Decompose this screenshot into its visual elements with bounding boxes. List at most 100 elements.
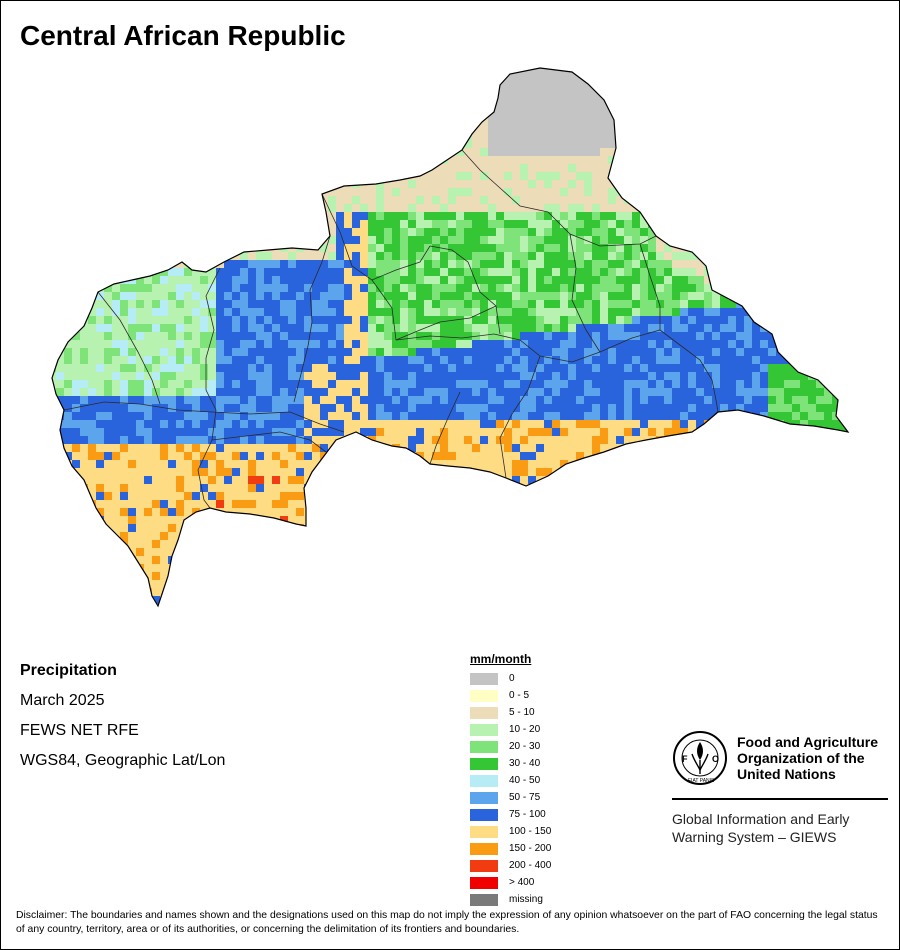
raster-cell bbox=[808, 340, 816, 348]
raster-cell bbox=[200, 156, 208, 164]
raster-cell bbox=[64, 284, 72, 292]
raster-cell bbox=[56, 324, 64, 332]
raster-cell bbox=[72, 396, 80, 404]
raster-cell bbox=[264, 260, 272, 268]
raster-cell bbox=[368, 292, 376, 300]
raster-cell bbox=[768, 76, 776, 84]
raster-cell bbox=[648, 396, 656, 404]
raster-cell bbox=[824, 324, 832, 332]
raster-cell bbox=[736, 180, 744, 188]
raster-cell bbox=[608, 100, 616, 108]
raster-cell bbox=[520, 276, 528, 284]
raster-cell bbox=[824, 100, 832, 108]
raster-cell bbox=[152, 108, 160, 116]
raster-cell bbox=[392, 228, 400, 236]
raster-cell bbox=[176, 228, 184, 236]
raster-cell bbox=[784, 196, 792, 204]
raster-cell bbox=[448, 124, 456, 132]
raster-cell bbox=[664, 388, 672, 396]
raster-cell bbox=[800, 60, 808, 68]
raster-cell bbox=[528, 396, 536, 404]
raster-cell bbox=[328, 300, 336, 308]
raster-cell bbox=[528, 108, 536, 116]
raster-cell bbox=[312, 324, 320, 332]
raster-cell bbox=[832, 84, 840, 92]
raster-cell bbox=[192, 228, 200, 236]
raster-cell bbox=[688, 148, 696, 156]
raster-cell bbox=[504, 436, 512, 444]
raster-cell bbox=[768, 236, 776, 244]
raster-cell bbox=[352, 196, 360, 204]
raster-cell bbox=[704, 348, 712, 356]
raster-cell bbox=[280, 268, 288, 276]
raster-cell bbox=[752, 180, 760, 188]
raster-cell bbox=[768, 204, 776, 212]
raster-cell bbox=[368, 196, 376, 204]
raster-cell bbox=[136, 300, 144, 308]
raster-cell bbox=[72, 204, 80, 212]
raster-cell bbox=[224, 356, 232, 364]
raster-cell bbox=[96, 316, 104, 324]
raster-cell bbox=[328, 68, 336, 76]
raster-cell bbox=[344, 428, 352, 436]
raster-cell bbox=[536, 332, 544, 340]
raster-cell bbox=[744, 180, 752, 188]
raster-cell bbox=[696, 180, 704, 188]
raster-cell bbox=[688, 212, 696, 220]
raster-cell bbox=[624, 228, 632, 236]
raster-cell bbox=[400, 188, 408, 196]
raster-cell bbox=[80, 164, 88, 172]
raster-cell bbox=[672, 196, 680, 204]
raster-cell bbox=[480, 124, 488, 132]
raster-cell bbox=[64, 228, 72, 236]
raster-cell bbox=[112, 340, 120, 348]
raster-cell bbox=[240, 372, 248, 380]
raster-cell bbox=[720, 252, 728, 260]
raster-cell bbox=[40, 172, 48, 180]
raster-cell bbox=[224, 188, 232, 196]
raster-cell bbox=[200, 252, 208, 260]
raster-cell bbox=[440, 100, 448, 108]
raster-cell bbox=[616, 244, 624, 252]
raster-cell bbox=[632, 244, 640, 252]
raster-cell bbox=[320, 68, 328, 76]
raster-cell bbox=[600, 332, 608, 340]
raster-cell bbox=[616, 276, 624, 284]
raster-cell bbox=[552, 60, 560, 68]
raster-cell bbox=[152, 92, 160, 100]
raster-cell bbox=[840, 116, 848, 124]
raster-cell bbox=[848, 108, 856, 116]
raster-cell bbox=[632, 356, 640, 364]
raster-cell bbox=[856, 396, 864, 404]
raster-cell bbox=[680, 164, 688, 172]
raster-cell bbox=[680, 348, 688, 356]
raster-cell bbox=[520, 284, 528, 292]
raster-cell bbox=[152, 164, 160, 172]
raster-cell bbox=[584, 148, 592, 156]
raster-cell bbox=[184, 348, 192, 356]
raster-cell bbox=[176, 148, 184, 156]
raster-cell bbox=[336, 444, 344, 452]
raster-cell bbox=[296, 364, 304, 372]
raster-cell bbox=[400, 116, 408, 124]
raster-cell bbox=[144, 404, 152, 412]
raster-cell bbox=[672, 404, 680, 412]
raster-cell bbox=[440, 324, 448, 332]
raster-cell bbox=[80, 108, 88, 116]
raster-cell bbox=[744, 332, 752, 340]
raster-cell bbox=[232, 108, 240, 116]
raster-cell bbox=[712, 380, 720, 388]
raster-cell bbox=[216, 140, 224, 148]
raster-cell bbox=[696, 204, 704, 212]
raster-cell bbox=[640, 316, 648, 324]
raster-cell bbox=[288, 100, 296, 108]
raster-cell bbox=[80, 292, 88, 300]
raster-cell bbox=[256, 292, 264, 300]
raster-cell bbox=[64, 212, 72, 220]
raster-cell bbox=[280, 444, 288, 452]
raster-cell bbox=[456, 380, 464, 388]
raster-cell bbox=[224, 236, 232, 244]
raster-cell bbox=[488, 356, 496, 364]
raster-cell bbox=[344, 204, 352, 212]
raster-cell bbox=[376, 268, 384, 276]
